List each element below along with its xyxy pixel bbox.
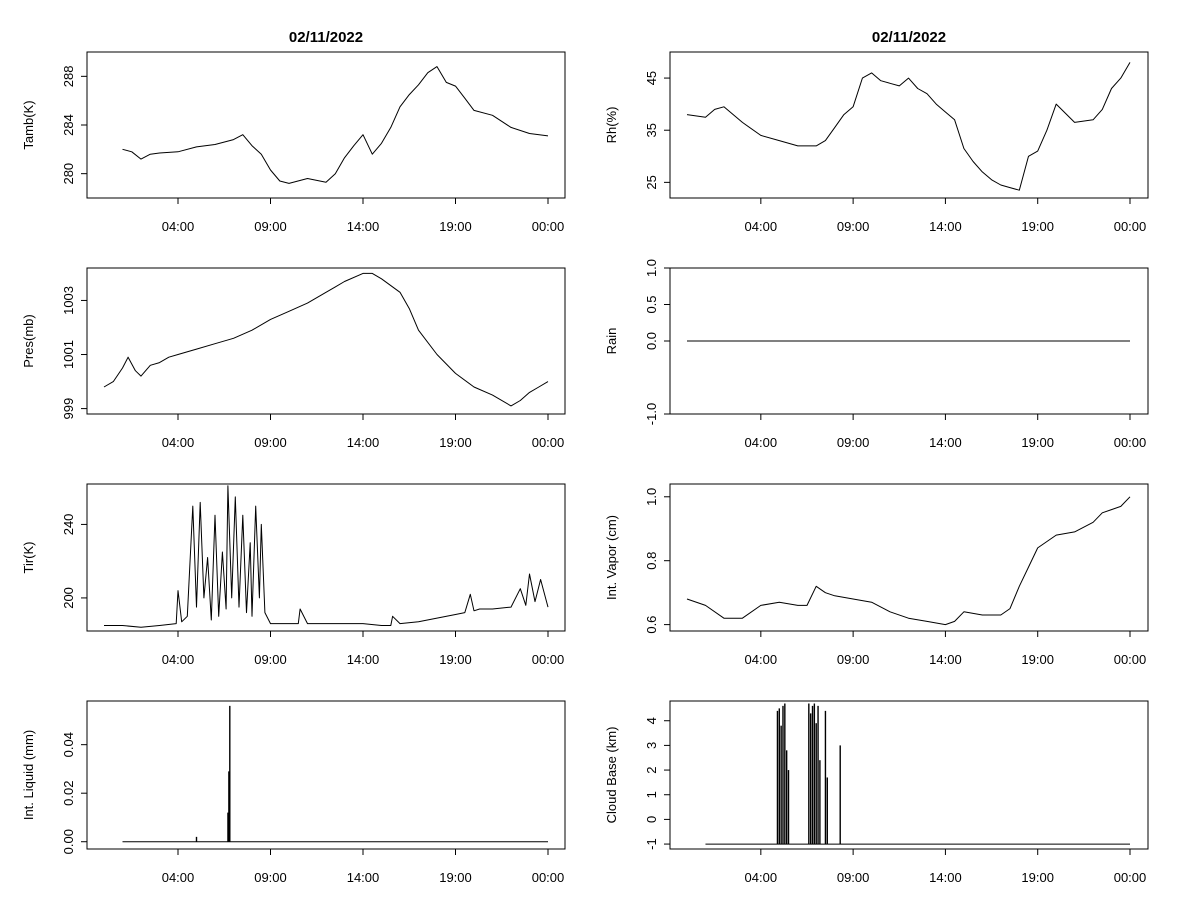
panel-rain: 04:00 09:00 14:00 19:00 00:00 -1.0 0.0 0.5 1.0 Ra… (604, 259, 1149, 450)
x-tick-label: 14:00 (929, 652, 962, 667)
y-tick-label: 1.0 (644, 488, 659, 506)
chart-title: 02/11/2022 (289, 29, 363, 46)
x-tick-label: 19:00 (439, 219, 472, 234)
y-tick-label: 999 (61, 398, 76, 420)
y-axis-label: Int. Liquid (mm) (21, 730, 36, 820)
y-tick-label: 284 (61, 114, 76, 136)
series-line (103, 272, 549, 407)
x-tick-label: 00:00 (1114, 870, 1147, 885)
plot-frame (86, 51, 566, 199)
x-tick-label: 19:00 (1021, 219, 1054, 234)
y-tick-label: 0.6 (644, 616, 659, 634)
x-tick-label: 09:00 (837, 219, 870, 234)
x-tick-label: 04:00 (162, 435, 195, 450)
y-tick-label: -1.0 (644, 403, 659, 425)
x-tick-label: 04:00 (162, 652, 195, 667)
x-tick-label: 09:00 (837, 870, 870, 885)
y-axis-label: Int. Vapor (cm) (604, 515, 619, 600)
plot-frame (669, 483, 1149, 632)
x-tick-label: 09:00 (254, 652, 287, 667)
y-axis-label: Cloud Base (km) (604, 727, 619, 824)
x-tick-label: 00:00 (1114, 435, 1147, 450)
x-tick-label: 00:00 (1114, 652, 1147, 667)
y-tick-label: 4 (644, 717, 659, 724)
panel-int_vapor: 04:00 09:00 14:00 19:00 00:00 0.6 0.8 1.0 Int. V… (604, 483, 1149, 667)
plot-frame (669, 51, 1149, 199)
y-tick-label: 25 (644, 175, 659, 189)
y-tick-label: 0.04 (61, 732, 76, 757)
panel-pres: 04:00 09:00 14:00 19:00 00:00 999 1001 1003 Pres… (21, 267, 566, 450)
y-axis-label: Tir(K) (21, 541, 36, 573)
series-line (686, 496, 1131, 626)
y-tick-label: 240 (61, 514, 76, 536)
x-tick-label: 09:00 (254, 435, 287, 450)
y-tick-label: 0 (644, 816, 659, 823)
x-tick-label: 19:00 (439, 652, 472, 667)
y-tick-label: 0.8 (644, 552, 659, 570)
y-tick-label: 0.5 (644, 295, 659, 313)
x-tick-label: 04:00 (745, 652, 778, 667)
x-tick-label: 04:00 (745, 219, 778, 234)
y-tick-label: 1003 (61, 286, 76, 315)
y-tick-label: 280 (61, 163, 76, 185)
x-tick-label: 19:00 (1021, 435, 1054, 450)
y-tick-label: 1.0 (644, 259, 659, 277)
x-tick-label: 00:00 (532, 219, 565, 234)
y-tick-label: 200 (61, 587, 76, 609)
plot-frame (669, 700, 1149, 850)
y-tick-label: 1001 (61, 340, 76, 369)
panel-cloud_base: 04:00 09:00 14:00 19:00 00:00 -1 0 1 2 3 4 Cloud Ba… (604, 700, 1149, 885)
panel-tamb: 02/11/2022 04:00 09:00 14:00 19:00 00:00 280 28… (21, 29, 566, 234)
y-tick-label: 35 (644, 123, 659, 137)
series-line (686, 62, 1131, 191)
x-tick-label: 14:00 (929, 435, 962, 450)
y-tick-label: -1 (644, 838, 659, 850)
x-tick-label: 19:00 (439, 435, 472, 450)
x-tick-label: 04:00 (162, 219, 195, 234)
x-tick-label: 14:00 (347, 870, 380, 885)
series-line (104, 485, 549, 628)
x-tick-label: 19:00 (1021, 870, 1054, 885)
y-axis-label: Pres(mb) (21, 314, 36, 367)
x-tick-label: 09:00 (254, 870, 287, 885)
y-tick-label: 3 (644, 742, 659, 749)
x-tick-label: 04:00 (162, 870, 195, 885)
y-tick-label: 288 (61, 65, 76, 87)
y-tick-label: 0.00 (61, 829, 76, 854)
y-tick-label: 45 (644, 71, 659, 85)
y-axis-label: Rain (604, 328, 619, 355)
x-tick-label: 00:00 (532, 435, 565, 450)
panel-tir: 04:00 09:00 14:00 19:00 00:00 200 240 Tir(K) (21, 483, 566, 667)
x-tick-label: 14:00 (347, 219, 380, 234)
y-tick-label: 0.02 (61, 781, 76, 806)
plot-frame (86, 700, 566, 850)
plot-frame (86, 483, 566, 632)
y-tick-label: 2 (644, 766, 659, 773)
panel-int_liquid: 04:00 09:00 14:00 19:00 00:00 0.00 0.02 0.04 Int… (21, 700, 566, 885)
x-tick-label: 00:00 (532, 870, 565, 885)
x-tick-label: 14:00 (929, 219, 962, 234)
panel-rh: 02/11/2022 04:00 09:00 14:00 19:00 00:00 25 35 4… (604, 29, 1149, 234)
x-tick-label: 00:00 (1114, 219, 1147, 234)
x-tick-label: 14:00 (929, 870, 962, 885)
plot-frame (86, 267, 566, 415)
series-line (122, 66, 549, 184)
x-tick-label: 14:00 (347, 435, 380, 450)
chart-title: 02/11/2022 (872, 29, 946, 46)
x-tick-label: 04:00 (745, 435, 778, 450)
y-axis-label: Tamb(K) (21, 100, 36, 149)
x-tick-label: 09:00 (837, 435, 870, 450)
x-tick-label: 19:00 (439, 870, 472, 885)
x-tick-label: 09:00 (837, 652, 870, 667)
x-tick-label: 09:00 (254, 219, 287, 234)
x-tick-label: 14:00 (347, 652, 380, 667)
y-tick-label: 0.0 (644, 332, 659, 350)
x-tick-label: 00:00 (532, 652, 565, 667)
y-axis-label: Rh(%) (604, 107, 619, 144)
x-tick-label: 04:00 (745, 870, 778, 885)
y-tick-label: 1 (644, 791, 659, 798)
x-tick-label: 19:00 (1021, 652, 1054, 667)
